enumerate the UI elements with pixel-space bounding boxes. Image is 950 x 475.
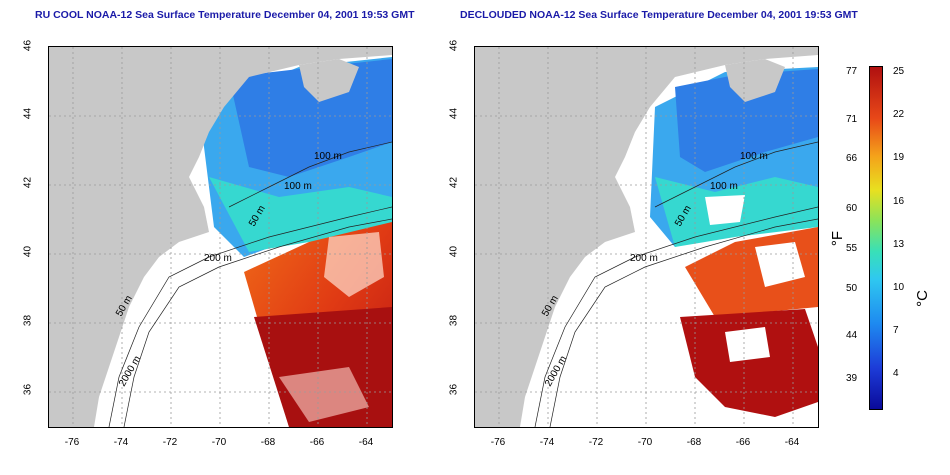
colorbar-f-tick: 44 (846, 330, 858, 341)
x-tick-label: -74 (539, 437, 555, 448)
temperature-colorbar (869, 66, 883, 410)
sst-hot-region (680, 309, 818, 417)
y-tick-label: 46 (22, 39, 34, 52)
unit-label-celsius: °C (913, 290, 931, 307)
y-tick-label: 42 (22, 176, 34, 189)
y-tick-label: 42 (448, 176, 460, 189)
bathymetry-contours (108, 141, 392, 427)
land-mass (49, 47, 392, 427)
title-left: RU COOL NOAA-12 Sea Surface Temperature … (35, 9, 415, 21)
y-tick-label: 46 (448, 39, 460, 52)
x-tick-label: -70 (211, 437, 227, 448)
contour-label: 100 m (710, 181, 738, 192)
colorbar-f-tick: 55 (846, 243, 858, 254)
x-tick-label: -64 (784, 437, 800, 448)
cloud-mask (705, 195, 745, 225)
x-tick-label: -66 (735, 437, 751, 448)
x-tick-label: -68 (260, 437, 276, 448)
y-tick-label: 44 (448, 107, 460, 120)
x-tick-label: -66 (309, 437, 325, 448)
y-tick-label: 40 (448, 245, 460, 258)
colorbar-c-tick: 16 (893, 196, 905, 207)
map-left-svg: 100 m 100 m 50 m 200 m 50 m 2000 m (49, 47, 392, 427)
x-tick-label: -68 (686, 437, 702, 448)
colorbar-f-tick: 50 (846, 283, 858, 294)
colorbar-f-tick: 71 (846, 114, 858, 125)
map-right-svg: 100 m 100 m 50 m 200 m 50 m 2000 m (475, 47, 818, 427)
contour-label: 200 m (204, 253, 232, 264)
contour-label: 100 m (740, 151, 768, 162)
graticule (49, 47, 392, 427)
x-tick-label: -76 (490, 437, 506, 448)
y-tick-label: 36 (448, 383, 460, 396)
cloud-patch (279, 367, 369, 422)
land-mass (475, 47, 818, 427)
cloud-patch (324, 232, 384, 297)
contour-label: 200 m (630, 253, 658, 264)
y-tick-label: 38 (22, 314, 34, 327)
colorbar-f-tick: 66 (846, 153, 858, 164)
map-panel-right: 100 m 100 m 50 m 200 m 50 m 2000 m (474, 46, 819, 428)
unit-label-fahrenheit: °F (829, 230, 847, 247)
colorbar-f-tick: 77 (846, 66, 858, 77)
colorbar-c-tick: 19 (893, 152, 905, 163)
colorbar-f-tick: 39 (846, 373, 858, 384)
title-right: DECLOUDED NOAA-12 Sea Surface Temperatur… (460, 9, 858, 21)
colorbar-c-tick: 25 (893, 66, 905, 77)
y-tick-label: 36 (22, 383, 34, 396)
y-tick-label: 44 (22, 107, 34, 120)
graticule (475, 47, 818, 427)
colorbar-c-tick: 10 (893, 282, 905, 293)
x-tick-label: -64 (358, 437, 374, 448)
x-tick-label: -72 (162, 437, 178, 448)
colorbar-c-tick: 7 (893, 325, 899, 336)
contour-label: 100 m (284, 181, 312, 192)
x-tick-label: -70 (637, 437, 653, 448)
colorbar-c-tick: 22 (893, 109, 905, 120)
x-tick-label: -74 (113, 437, 129, 448)
y-tick-label: 38 (448, 314, 460, 327)
cloud-mask (725, 327, 770, 362)
x-tick-label: -72 (588, 437, 604, 448)
sst-cold-region (229, 59, 392, 177)
nova-scotia-land (299, 59, 359, 102)
nova-scotia-land (725, 59, 785, 102)
bathymetry-contours (534, 141, 818, 427)
cloud-mask (755, 242, 805, 287)
sst-cold-region (675, 69, 818, 172)
colorbar-c-tick: 4 (893, 368, 899, 379)
colorbar-c-tick: 13 (893, 239, 905, 250)
map-panel-left: 100 m 100 m 50 m 200 m 50 m 2000 m (48, 46, 393, 428)
contour-label: 100 m (314, 151, 342, 162)
y-tick-label: 40 (22, 245, 34, 258)
colorbar-f-tick: 60 (846, 203, 858, 214)
x-tick-label: -76 (64, 437, 80, 448)
